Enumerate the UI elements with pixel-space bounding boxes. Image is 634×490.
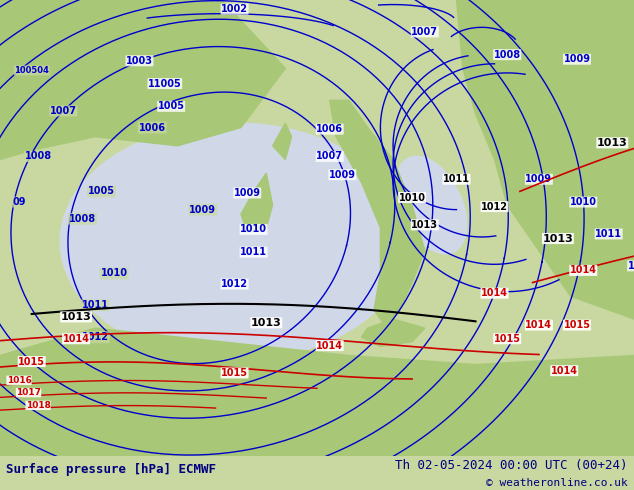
Text: 100504: 100504 [14,66,49,75]
Text: 1008: 1008 [69,214,96,224]
Polygon shape [330,100,425,328]
Text: © weatheronline.co.uk: © weatheronline.co.uk [486,478,628,488]
Text: 1007: 1007 [50,106,77,116]
Ellipse shape [396,156,467,254]
Text: 1015: 1015 [221,368,248,378]
Text: 1013: 1013 [543,234,573,244]
Text: 1017: 1017 [16,388,41,397]
Text: 1013: 1013 [251,318,281,328]
Text: 1015: 1015 [18,357,45,367]
Ellipse shape [60,123,409,360]
Text: 1014: 1014 [526,320,552,330]
Text: 1009: 1009 [234,188,261,198]
Text: 1015: 1015 [564,320,590,330]
Polygon shape [0,328,634,456]
Text: Surface pressure [hPa] ECMWF: Surface pressure [hPa] ECMWF [6,463,216,476]
Text: 1014: 1014 [551,366,578,376]
Text: 1009: 1009 [564,54,590,64]
Text: 1014: 1014 [316,341,343,351]
Text: 1016: 1016 [6,376,32,385]
Text: 1002: 1002 [221,4,248,14]
Text: 1003: 1003 [126,56,153,66]
Text: 1010: 1010 [399,193,425,202]
Text: Th 02-05-2024 00:00 UTC (00+24): Th 02-05-2024 00:00 UTC (00+24) [395,460,628,472]
Text: 1008: 1008 [25,151,51,162]
Text: 1012: 1012 [628,261,634,271]
Polygon shape [361,319,425,346]
Text: 1015: 1015 [494,334,521,344]
Text: 11005: 11005 [148,78,182,89]
Text: 1012: 1012 [82,332,108,342]
Polygon shape [273,123,292,160]
Text: 1014: 1014 [570,266,597,275]
Polygon shape [241,173,273,232]
Text: 1013: 1013 [411,220,438,230]
Text: 1014: 1014 [481,288,508,298]
Text: 1011: 1011 [595,229,622,239]
Text: 1006: 1006 [139,122,165,133]
Text: 1009: 1009 [329,170,356,180]
Text: 1005: 1005 [158,101,184,111]
Polygon shape [456,0,634,319]
Text: 1018: 1018 [25,401,51,410]
Text: 1012: 1012 [221,279,248,289]
Polygon shape [0,0,285,160]
Text: 1013: 1013 [597,138,628,148]
Text: 1011: 1011 [82,300,108,310]
Text: 1013: 1013 [61,312,91,322]
Text: 1011: 1011 [240,247,267,257]
Text: 1009: 1009 [526,174,552,184]
Text: 1009: 1009 [190,205,216,215]
Text: 1006: 1006 [316,124,343,134]
Text: 1007: 1007 [316,151,343,162]
Text: 1011: 1011 [443,174,470,184]
Text: 1010: 1010 [570,197,597,207]
Text: 1010: 1010 [240,224,267,234]
Text: 1008: 1008 [494,49,521,60]
Text: 1012: 1012 [481,201,508,212]
Text: 1010: 1010 [101,269,127,278]
Text: 1005: 1005 [88,186,115,196]
Text: 1007: 1007 [411,27,438,37]
Text: 1014: 1014 [63,334,89,344]
Text: 09: 09 [13,197,26,207]
